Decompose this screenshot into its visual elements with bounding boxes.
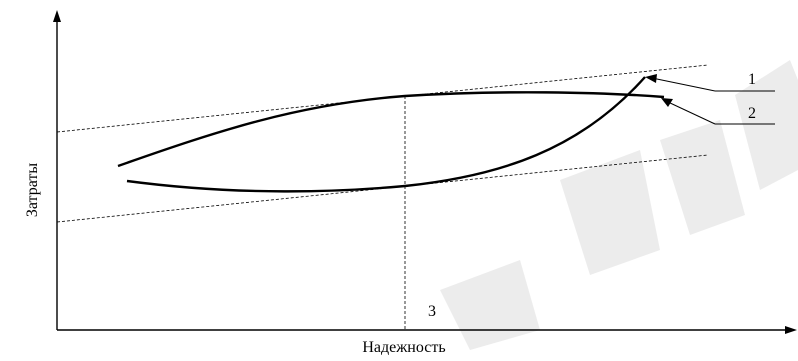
leader-line-1 — [651, 77, 716, 92]
leader-arrow-2 — [661, 98, 673, 107]
leader-line-2 — [667, 101, 716, 125]
curve-label-1: 1 — [748, 71, 756, 88]
x-axis-label: Надежность — [362, 339, 445, 356]
leader-arrow-1 — [645, 74, 657, 83]
optimum-marker-label: 3 — [428, 303, 436, 320]
y-axis-label: Затраты — [24, 163, 41, 218]
background-watermark — [440, 60, 798, 350]
y-axis-arrow — [53, 10, 61, 22]
curve-label-2: 2 — [748, 105, 756, 122]
curve-1 — [126, 76, 646, 193]
x-axis-arrow — [785, 326, 797, 334]
curve-2 — [117, 91, 665, 168]
